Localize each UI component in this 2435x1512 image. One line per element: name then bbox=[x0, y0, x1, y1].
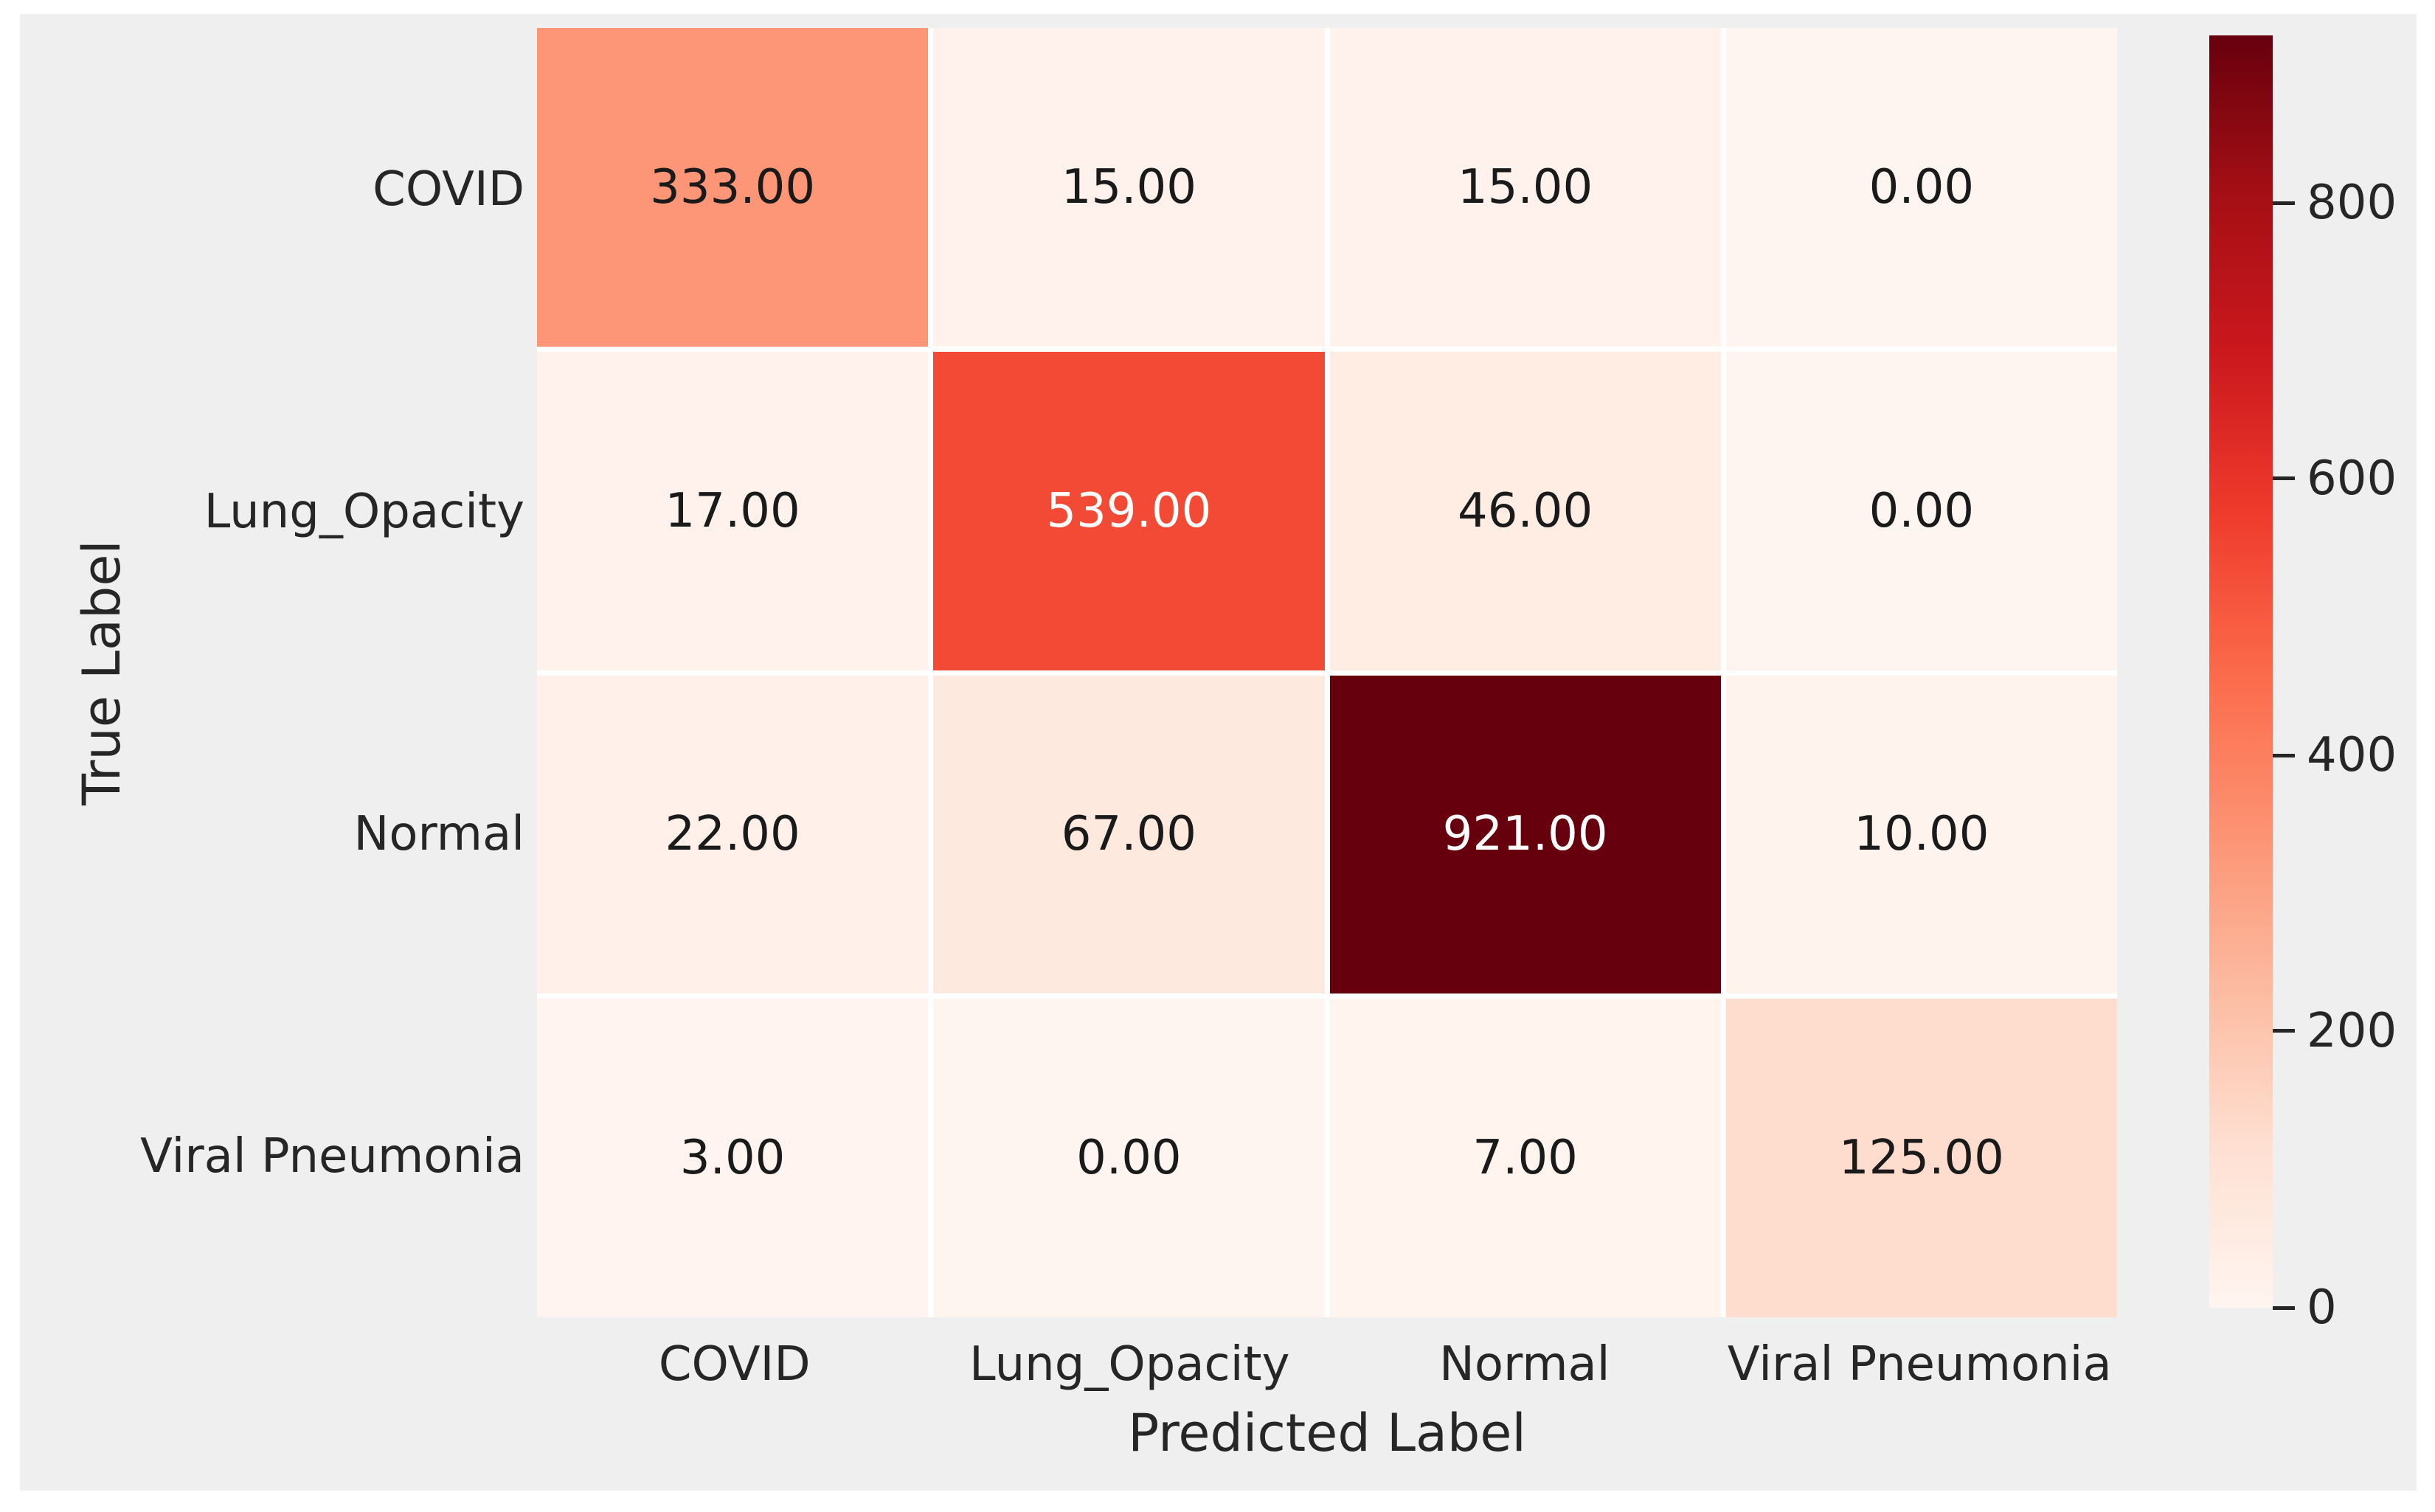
heatmap-cell: 10.00 bbox=[1725, 675, 2117, 994]
x-tick-lung-opacity: Lung_Opacity bbox=[969, 1337, 1290, 1392]
y-tick-normal: Normal bbox=[353, 806, 524, 861]
colorbar-ticks: 800 600 400 200 0 bbox=[2273, 35, 2435, 1331]
x-tick-normal: Normal bbox=[1438, 1337, 1610, 1392]
colorbar-tick-600: 600 bbox=[2273, 455, 2397, 502]
heatmap-cell: 67.00 bbox=[933, 675, 1325, 994]
colorbar-tick-800: 800 bbox=[2273, 179, 2397, 226]
y-axis-title: True Label bbox=[72, 540, 132, 805]
heatmap-cell: 125.00 bbox=[1725, 999, 2117, 1317]
confusion-matrix-heatmap: 333.00 15.00 15.00 0.00 17.00 539.00 46.… bbox=[537, 28, 2117, 1317]
x-tick-viral-pneumonia: Viral Pneumonia bbox=[1727, 1337, 2112, 1392]
tick-dash bbox=[2273, 201, 2295, 205]
tick-label: 0 bbox=[2307, 1280, 2337, 1335]
heatmap-cell: 22.00 bbox=[537, 675, 929, 994]
heatmap-cell: 46.00 bbox=[1329, 351, 1721, 670]
y-tick-lung-opacity: Lung_Opacity bbox=[204, 484, 524, 539]
heatmap-cell: 333.00 bbox=[537, 28, 929, 347]
y-axis-tick-labels: COVID Lung_Opacity Normal Viral Pneumoni… bbox=[0, 28, 524, 1317]
heatmap-cell: 15.00 bbox=[1329, 28, 1721, 347]
y-tick-viral-pneumonia: Viral Pneumonia bbox=[140, 1128, 524, 1184]
colorbar-tick-0: 0 bbox=[2273, 1284, 2337, 1331]
heatmap-cell: 921.00 bbox=[1329, 675, 1721, 994]
tick-dash bbox=[2273, 1305, 2295, 1310]
tick-dash bbox=[2273, 753, 2295, 757]
colorbar-gradient bbox=[2209, 35, 2273, 1308]
y-tick-covid: COVID bbox=[373, 162, 524, 217]
x-axis-title: Predicted Label bbox=[1128, 1403, 1526, 1463]
tick-dash bbox=[2273, 1029, 2295, 1033]
heatmap-cell: 0.00 bbox=[1725, 351, 2117, 670]
tick-label: 400 bbox=[2307, 728, 2397, 783]
colorbar-tick-200: 200 bbox=[2273, 1008, 2397, 1055]
heatmap-cell: 7.00 bbox=[1329, 999, 1721, 1317]
colorbar-tick-400: 400 bbox=[2273, 732, 2397, 779]
tick-label: 600 bbox=[2307, 451, 2397, 506]
heatmap-cell: 0.00 bbox=[933, 999, 1325, 1317]
heatmap-cell: 15.00 bbox=[933, 28, 1325, 347]
tick-label: 200 bbox=[2307, 1003, 2397, 1058]
colorbar: 800 600 400 200 0 bbox=[2209, 35, 2397, 1331]
heatmap-cell: 17.00 bbox=[537, 351, 929, 670]
tick-dash bbox=[2273, 476, 2295, 481]
tick-label: 800 bbox=[2307, 176, 2397, 230]
x-axis-tick-labels: COVID Lung_Opacity Normal Viral Pneumoni… bbox=[537, 1324, 2117, 1405]
heatmap-cell: 539.00 bbox=[933, 351, 1325, 670]
x-tick-covid: COVID bbox=[658, 1337, 811, 1392]
heatmap-cell: 0.00 bbox=[1725, 28, 2117, 347]
heatmap-cell: 3.00 bbox=[537, 999, 929, 1317]
